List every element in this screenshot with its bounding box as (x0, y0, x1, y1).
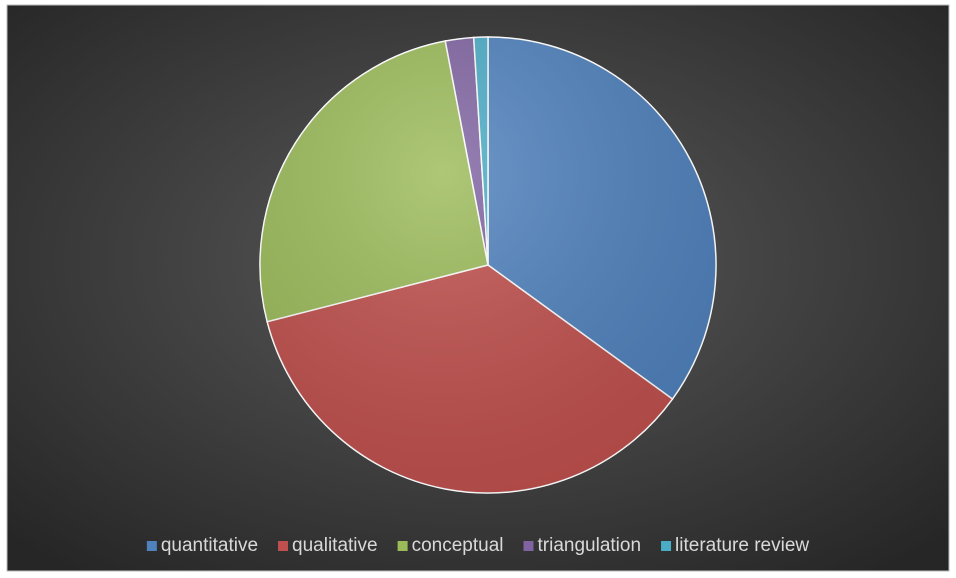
legend-swatch (146, 541, 157, 551)
legend-swatch (661, 541, 672, 551)
legend: quantitative qualitative conceptual triangu… (146, 535, 809, 556)
legend-label: triangulation (538, 535, 642, 556)
legend-swatch (278, 541, 289, 551)
legend-label: literature review (675, 535, 809, 556)
legend-label: conceptual (412, 535, 504, 556)
legend-swatch (523, 541, 534, 551)
legend-swatch (397, 541, 408, 551)
legend-label: quantitative (161, 535, 258, 556)
legend-label: qualitative (292, 535, 378, 556)
